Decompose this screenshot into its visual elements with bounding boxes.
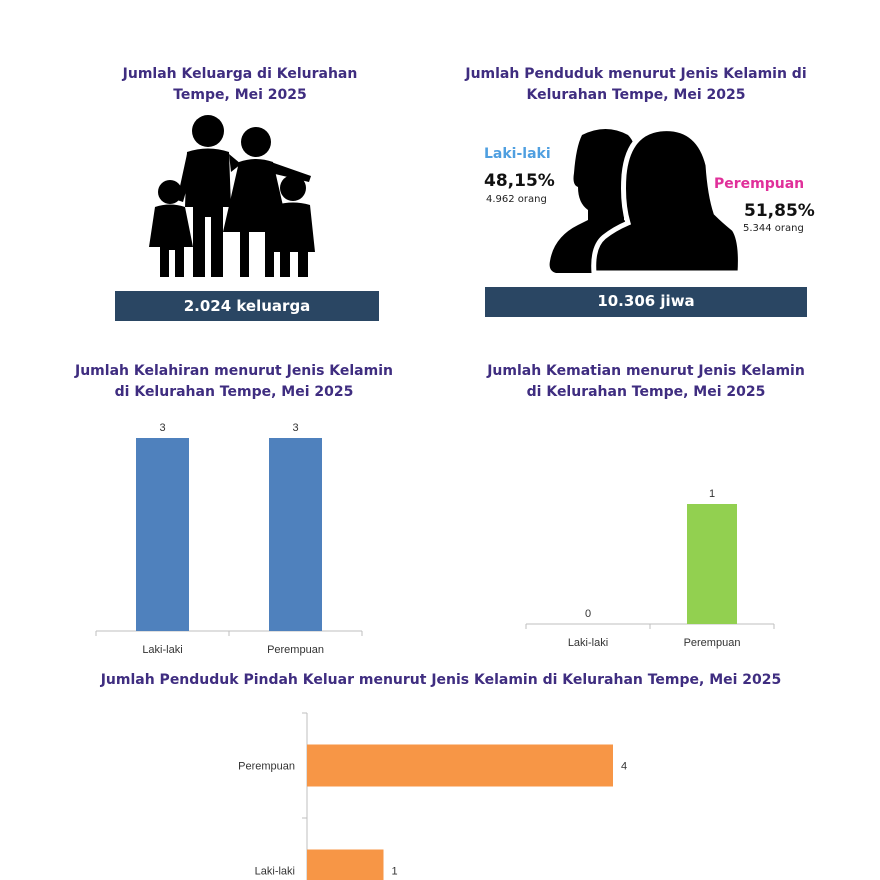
male-label: Laki-laki	[484, 146, 551, 162]
man-woman-silhouette-icon	[549, 126, 740, 275]
births-bar-chart: 3 Laki-laki 3 Perempuan	[95, 422, 363, 656]
outmig-category-label: Perempuan	[238, 761, 295, 773]
deaths-data-label: 0	[585, 608, 591, 620]
female-percentage: 51,85%	[744, 201, 815, 221]
family-icon	[149, 115, 315, 277]
deaths-category-label: Perempuan	[684, 637, 741, 649]
deaths-data-label: 1	[709, 488, 715, 500]
births-bar	[136, 438, 189, 631]
outmig-bar	[307, 849, 384, 880]
births-category-label: Perempuan	[267, 644, 324, 656]
female-count: 5.344 orang	[743, 223, 804, 234]
outmigration-chart-title: Jumlah Penduduk Pindah Keluar menurut Je…	[100, 672, 782, 688]
births-category-label: Laki-laki	[142, 644, 182, 656]
outmig-category-label: Laki-laki	[255, 866, 295, 878]
births-data-label: 3	[292, 422, 298, 434]
births-chart-title: Jumlah Kelahiran menurut Jenis Kelamin d…	[75, 363, 393, 400]
male-percentage: 48,15%	[484, 171, 555, 191]
deaths-bar	[687, 504, 737, 624]
deaths-category-label: Laki-laki	[568, 637, 608, 649]
population-banner: 10.306 jiwa	[485, 287, 807, 317]
female-label: Perempuan	[714, 176, 805, 192]
outmigration-bar-chart: 4 Perempuan 1 Laki-laki	[238, 712, 627, 880]
births-bar	[269, 438, 322, 631]
families-banner: 2.024 keluarga	[115, 291, 379, 321]
outmig-data-label: 4	[621, 761, 627, 773]
outmig-bar	[307, 744, 613, 787]
deaths-chart-title: Jumlah Kematian menurut Jenis Kelamin di…	[487, 363, 805, 400]
outmig-data-label: 1	[392, 866, 398, 878]
male-count: 4.962 orang	[486, 194, 547, 205]
families-title: Jumlah Keluarga di Kelurahan Tempe, Mei …	[122, 66, 358, 103]
births-data-label: 3	[159, 422, 165, 434]
deaths-bar-chart: 0 Laki-laki 1 Perempuan	[525, 488, 775, 649]
population-title: Jumlah Penduduk menurut Jenis Kelamin di…	[465, 66, 807, 103]
